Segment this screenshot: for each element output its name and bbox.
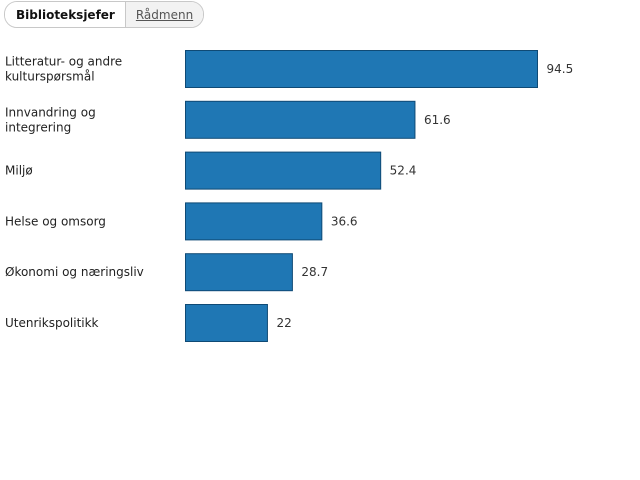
bar-4 <box>185 253 293 292</box>
category-label-line: Utenrikspolitikk <box>5 316 99 330</box>
category-label-line: Økonomi og næringsliv <box>5 265 144 279</box>
category-label-line: Helse og omsorg <box>5 214 106 228</box>
category-label-4: Økonomi og næringsliv <box>5 265 144 279</box>
value-labels: 94.5 61.6 52.4 36.6 28.7 22 <box>276 62 573 330</box>
category-label-2: Miljø <box>5 164 33 178</box>
tab-group: Biblioteksjefer Rådmenn <box>4 1 205 28</box>
category-label-3: Helse og omsorg <box>5 214 106 228</box>
tab-radmenn[interactable]: Rådmenn <box>124 2 204 27</box>
bar-2 <box>185 151 382 190</box>
category-label-line: Miljø <box>5 164 33 178</box>
category-label-5: Utenrikspolitikk <box>5 316 99 330</box>
bar-5 <box>185 304 268 342</box>
category-label-line: integrering <box>5 120 71 134</box>
value-label-1: 61.6 <box>424 113 451 127</box>
bar-1 <box>185 100 416 139</box>
value-label-4: 28.7 <box>301 265 328 279</box>
bar-3 <box>185 202 323 241</box>
category-labels: Litteratur- og andre kulturspørsmål Innvan… <box>5 55 144 331</box>
bar-0 <box>185 50 538 88</box>
value-label-5: 22 <box>276 316 291 330</box>
category-label-line: Litteratur- og andre <box>5 55 122 69</box>
category-label-0: Litteratur- og andre kulturspørsmål <box>5 55 122 84</box>
category-label-line: Innvandring og <box>5 105 96 119</box>
value-label-3: 36.6 <box>331 214 358 228</box>
value-label-2: 52.4 <box>390 164 417 178</box>
value-label-0: 94.5 <box>547 62 574 76</box>
category-label-line: kulturspørsmål <box>5 70 95 84</box>
category-label-1: Innvandring og integrering <box>5 105 96 134</box>
bars-layer <box>185 50 538 342</box>
tab-biblioteksjefer[interactable]: Biblioteksjefer <box>5 2 125 27</box>
